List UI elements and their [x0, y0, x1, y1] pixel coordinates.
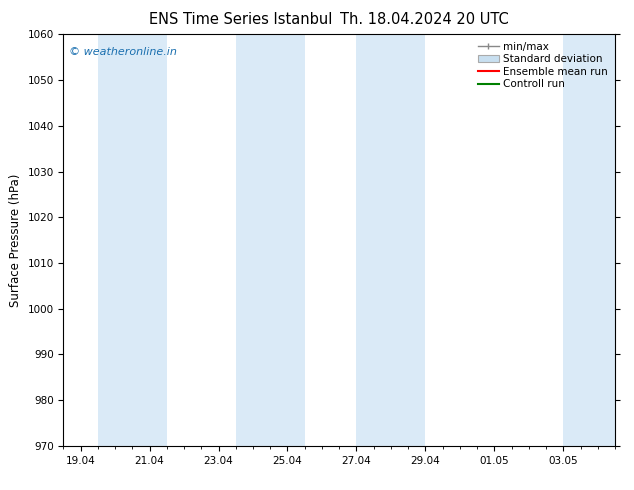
Bar — [563, 34, 632, 446]
Text: Th. 18.04.2024 20 UTC: Th. 18.04.2024 20 UTC — [340, 12, 509, 27]
Legend: min/max, Standard deviation, Ensemble mean run, Controll run: min/max, Standard deviation, Ensemble me… — [476, 40, 610, 92]
Text: © weatheronline.in: © weatheronline.in — [69, 47, 177, 57]
Y-axis label: Surface Pressure (hPa): Surface Pressure (hPa) — [9, 173, 22, 307]
Text: ENS Time Series Istanbul: ENS Time Series Istanbul — [149, 12, 333, 27]
Bar — [98, 34, 167, 446]
Bar — [356, 34, 425, 446]
Bar — [236, 34, 305, 446]
